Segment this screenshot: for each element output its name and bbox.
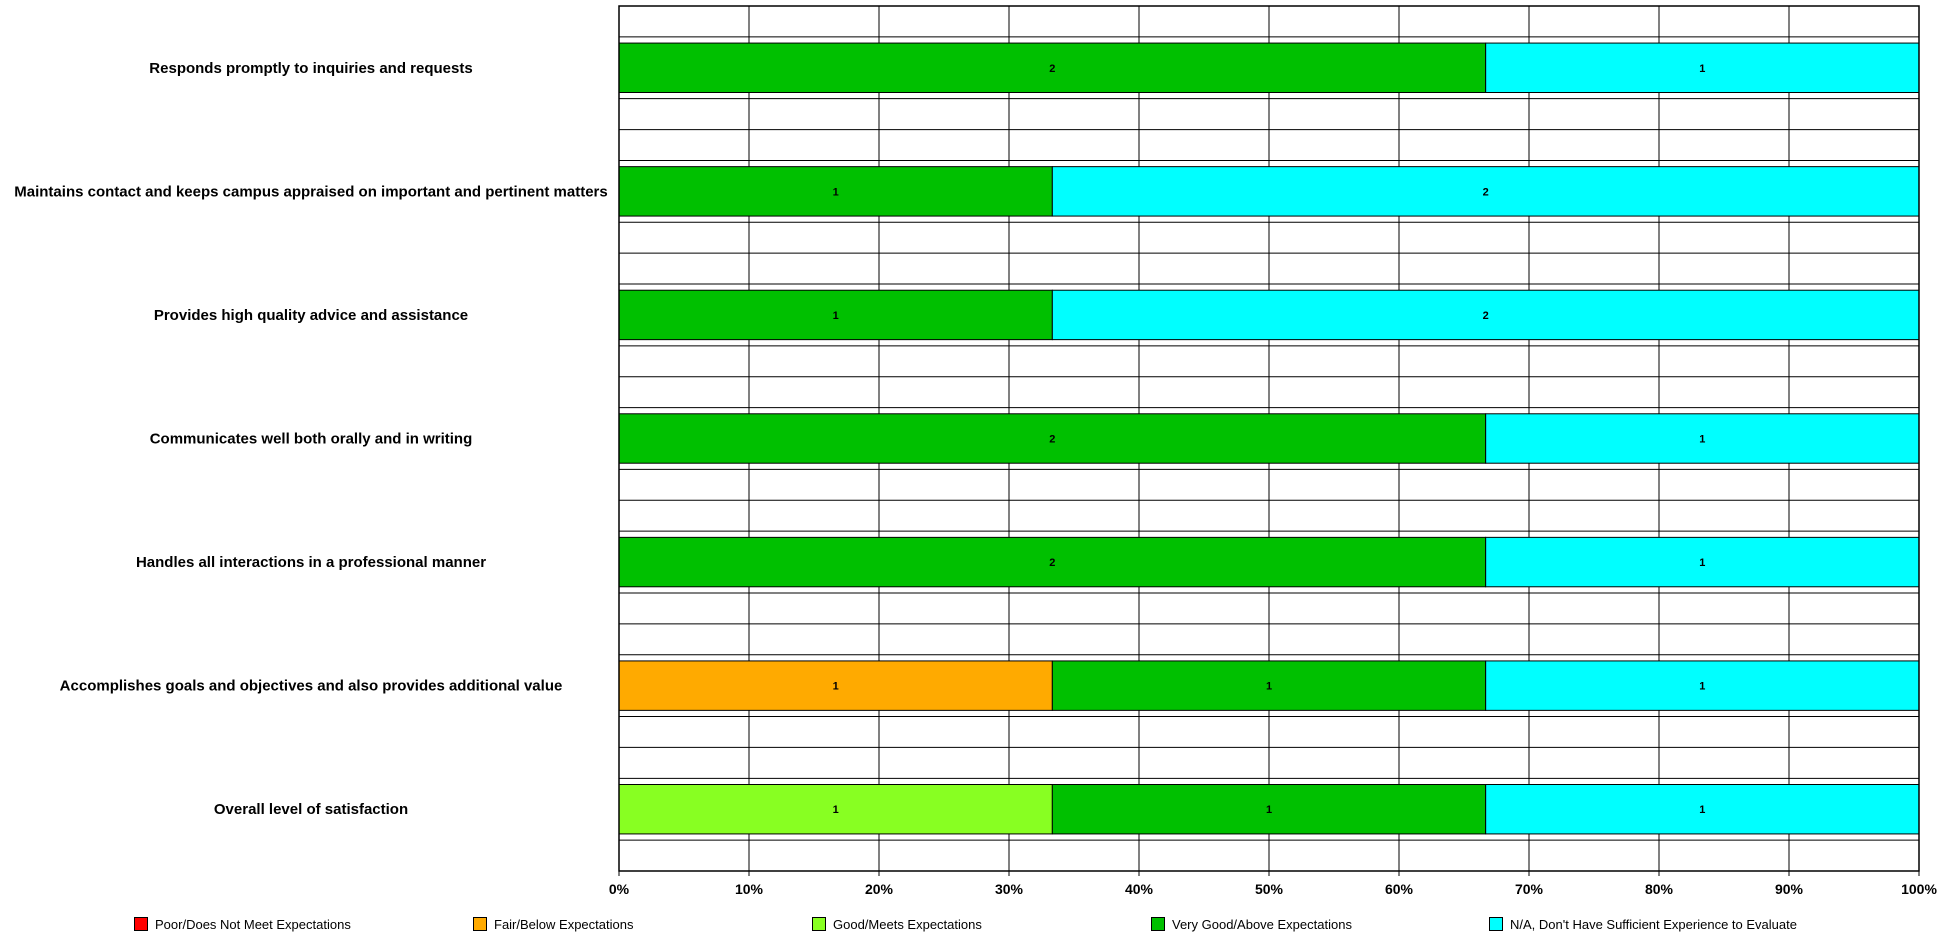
data-label: 1 bbox=[833, 804, 839, 816]
stacked-bar-chart: 2 1 Responds promptly to inquiries and req… bbox=[14, 5, 1937, 897]
data-label: 1 bbox=[1266, 804, 1272, 816]
x-tick-label: 60% bbox=[1385, 881, 1414, 897]
data-label: 1 bbox=[1699, 557, 1705, 569]
category-label: Provides high quality advice and assista… bbox=[154, 307, 468, 324]
legend-swatch bbox=[1151, 917, 1165, 931]
legend-swatch bbox=[1489, 917, 1503, 931]
data-label: 1 bbox=[1699, 681, 1705, 693]
bar-segment bbox=[1485, 660, 1920, 711]
data-label: 1 bbox=[833, 681, 839, 693]
bar-segment bbox=[1051, 660, 1487, 711]
data-label: 1 bbox=[1699, 434, 1705, 446]
legend-swatch bbox=[473, 917, 487, 931]
bar-segment bbox=[1485, 784, 1920, 835]
data-label: 2 bbox=[1483, 310, 1489, 322]
category-label: Communicates well both orally and in wri… bbox=[150, 431, 473, 448]
legend-item: Poor/Does Not Meet Expectations bbox=[134, 914, 351, 934]
legend-item: Very Good/Above Expectations bbox=[1151, 914, 1352, 934]
x-tick-label: 10% bbox=[735, 881, 764, 897]
category-label: Accomplishes goals and objectives and al… bbox=[60, 678, 563, 695]
x-tick-label: 50% bbox=[1255, 881, 1284, 897]
x-tick-label: 20% bbox=[865, 881, 894, 897]
data-label: 2 bbox=[1049, 434, 1055, 446]
legend-item: Fair/Below Expectations bbox=[473, 914, 633, 934]
legend-label: Fair/Below Expectations bbox=[494, 916, 634, 932]
data-label: 1 bbox=[833, 186, 839, 198]
x-tick-label: 70% bbox=[1515, 881, 1544, 897]
legend-swatch bbox=[812, 917, 826, 931]
data-label: 1 bbox=[833, 310, 839, 322]
bar-segment bbox=[618, 42, 1487, 93]
bar-segment bbox=[1485, 536, 1920, 588]
legend-label: Very Good/Above Expectations bbox=[1172, 916, 1352, 932]
legend-swatch bbox=[134, 917, 148, 931]
legend-item: N/A, Don't Have Sufficient Experience to… bbox=[1489, 914, 1797, 934]
legend-label: Poor/Does Not Meet Expectations bbox=[155, 916, 351, 932]
data-label: 2 bbox=[1049, 63, 1055, 75]
legend-label: N/A, Don't Have Sufficient Experience to… bbox=[1510, 916, 1797, 932]
data-label: 2 bbox=[1483, 186, 1489, 198]
x-tick-label: 30% bbox=[995, 881, 1024, 897]
x-tick-label: 40% bbox=[1125, 881, 1154, 897]
bar-segment bbox=[1051, 289, 1920, 341]
data-label: 1 bbox=[1266, 681, 1272, 693]
data-label: 2 bbox=[1049, 557, 1055, 569]
x-tick-label: 80% bbox=[1645, 881, 1674, 897]
bar-segment bbox=[618, 166, 1053, 217]
category-label: Overall level of satisfaction bbox=[214, 801, 408, 818]
bar-segment bbox=[1485, 413, 1920, 464]
x-tick-label: 0% bbox=[609, 881, 630, 897]
bar-segment bbox=[618, 289, 1053, 341]
legend-item: Good/Meets Expectations bbox=[812, 914, 982, 934]
x-tick-label: 100% bbox=[1901, 881, 1937, 897]
bar-segment bbox=[618, 784, 1053, 835]
data-label: 1 bbox=[1699, 804, 1705, 816]
bar-segment bbox=[618, 660, 1053, 711]
bar-segment bbox=[1051, 166, 1920, 217]
legend-label: Good/Meets Expectations bbox=[833, 916, 982, 932]
x-tick-label: 90% bbox=[1775, 881, 1804, 897]
data-label: 1 bbox=[1699, 63, 1705, 75]
legend: Poor/Does Not Meet Expectations Fair/Belo… bbox=[0, 914, 1942, 934]
category-label: Responds promptly to inquiries and reque… bbox=[149, 60, 472, 77]
category-label: Maintains contact and keeps campus appra… bbox=[14, 183, 607, 200]
category-label: Handles all interactions in a profession… bbox=[136, 554, 486, 571]
